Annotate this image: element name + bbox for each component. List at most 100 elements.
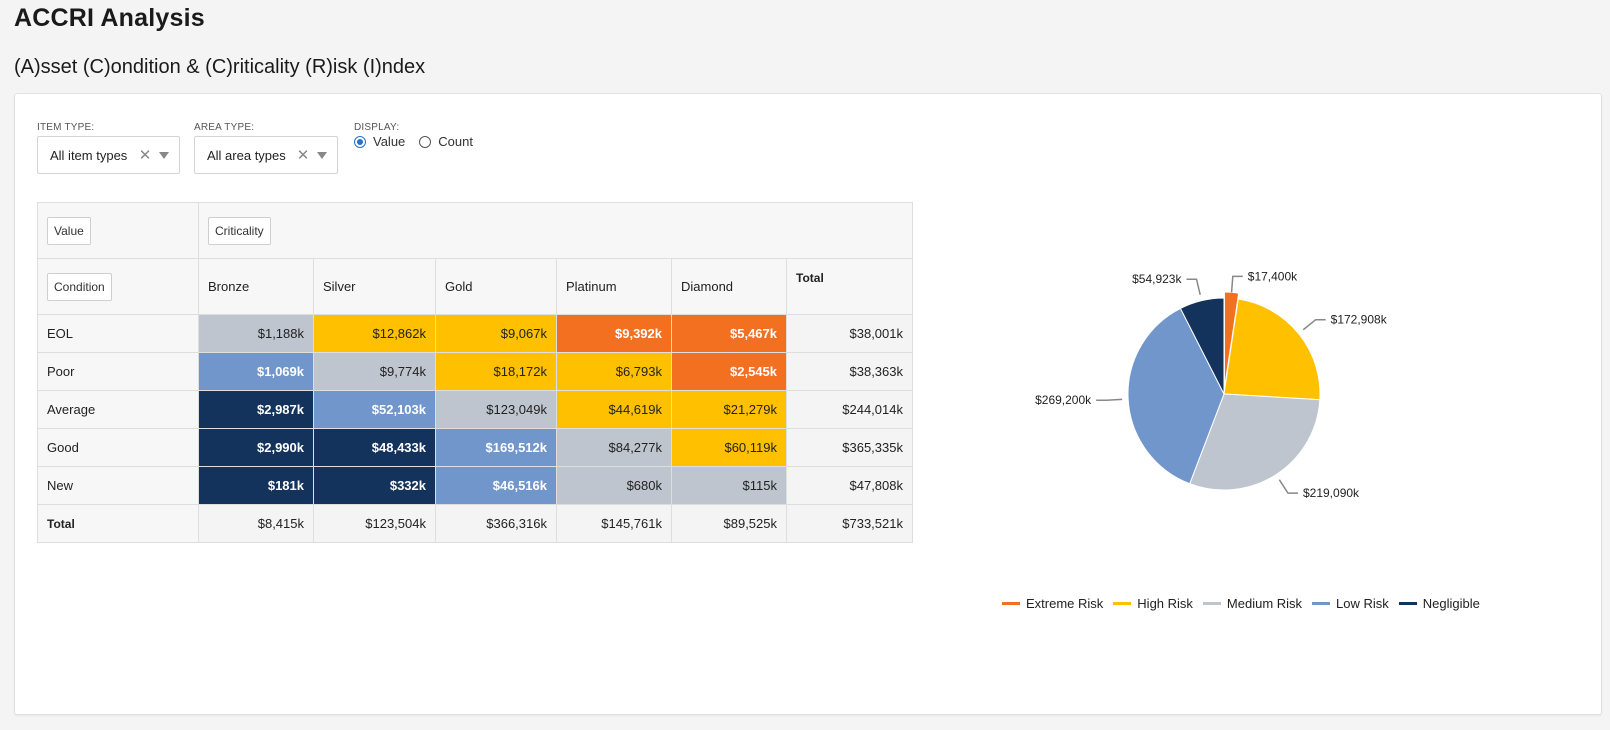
table-cell[interactable]: $5,467k	[671, 314, 787, 353]
row-total-cell: $244,014k	[786, 390, 913, 429]
pie-data-label: $172,908k	[1331, 313, 1388, 327]
measure-chip[interactable]: Value	[47, 216, 91, 245]
table-cell[interactable]: $48,433k	[313, 428, 436, 467]
page-title: ACCRI Analysis	[14, 4, 205, 32]
row-total-cell: $365,335k	[786, 428, 913, 467]
table-cell[interactable]: $46,516k	[435, 466, 557, 505]
table-cell[interactable]: $21,279k	[671, 390, 787, 429]
row-total-cell: $47,808k	[786, 466, 913, 505]
row-header: EOL	[37, 314, 199, 353]
row-header: New	[37, 466, 199, 505]
pie-slice-medium-risk[interactable]	[1189, 393, 1321, 491]
table-cell[interactable]: $9,392k	[556, 314, 672, 353]
table-cell[interactable]: $2,990k	[198, 428, 314, 467]
pivot-table: Value Criticality Condition Bronze Silve…	[37, 202, 913, 543]
pie-leader-line	[1096, 398, 1123, 401]
table-cell[interactable]: $2,545k	[671, 352, 787, 391]
totals-row: Total $8,415k $123,504k $366,316k $145,761k $…	[37, 504, 913, 543]
table-cell[interactable]: $84,277k	[556, 428, 672, 467]
pie-data-label: $54,923k	[1132, 272, 1182, 286]
condition-chip[interactable]: Condition	[47, 272, 112, 301]
row-field-cell: Condition	[37, 258, 199, 315]
legend-swatch	[1113, 602, 1132, 605]
table-row: Average $2,987k $52,103k $123,049k $44,619k $…	[37, 390, 913, 429]
col-header-silver: Silver	[313, 258, 436, 315]
column-total-cell: $123,504k	[313, 504, 436, 543]
table-cell[interactable]: $9,774k	[313, 352, 436, 391]
display-radio-group: Value Count	[354, 134, 487, 149]
col-header-gold: Gold	[435, 258, 557, 315]
row-header: Poor	[37, 352, 199, 391]
legend-item-extreme[interactable]: Extreme Risk	[1002, 596, 1103, 611]
area-type-value: All area types	[207, 147, 286, 163]
pie-leader-line	[1278, 479, 1298, 494]
table-cell[interactable]: $680k	[556, 466, 672, 505]
row-total-cell: $38,363k	[786, 352, 913, 391]
legend-label: Low Risk	[1336, 596, 1389, 611]
table-cell[interactable]: $6,793k	[556, 352, 672, 391]
grand-total-cell: $733,521k	[786, 504, 913, 543]
pie-slice-high-risk[interactable]	[1223, 298, 1321, 401]
pie-slice-low-risk[interactable]	[1127, 307, 1225, 485]
radio-count-label[interactable]: Count	[438, 134, 473, 149]
legend-label: Medium Risk	[1226, 596, 1303, 611]
row-header: Average	[37, 390, 199, 429]
pie-data-label: $17,400k	[1248, 269, 1298, 283]
legend-swatch	[1002, 602, 1020, 605]
table-cell[interactable]: $169,512k	[435, 428, 557, 467]
chevron-down-icon[interactable]	[159, 151, 169, 159]
row-total-cell: $38,001k	[786, 314, 913, 353]
col-header-bronze: Bronze	[198, 258, 314, 315]
table-cell[interactable]: $9,067k	[435, 314, 557, 353]
chart-legend: Extreme Risk High Risk Medium Risk Low R…	[1002, 596, 1490, 611]
row-header: Good	[37, 428, 199, 467]
column-total-cell: $8,415k	[198, 504, 314, 543]
table-cell[interactable]: $123,049k	[435, 390, 557, 429]
totals-row-label: Total	[37, 504, 199, 543]
radio-value-label[interactable]: Value	[373, 134, 406, 149]
column-total-cell: $145,761k	[556, 504, 672, 543]
table-cell[interactable]: $60,119k	[671, 428, 787, 467]
table-cell[interactable]: $115k	[671, 466, 787, 505]
legend-item-negligible[interactable]: Negligible	[1398, 596, 1480, 611]
item-type-label: ITEM TYPE:	[37, 122, 95, 133]
column-total-cell: $366,316k	[435, 504, 557, 543]
pie-leader-line	[1230, 275, 1243, 293]
legend-label: Negligible	[1422, 596, 1480, 611]
criticality-chip[interactable]: Criticality	[208, 216, 271, 245]
item-type-value: All item types	[50, 147, 128, 163]
table-cell[interactable]: $44,619k	[556, 390, 672, 429]
table-row: Poor $1,069k $9,774k $18,172k $6,793k $2,545k…	[37, 352, 913, 391]
legend-item-low[interactable]: Low Risk	[1312, 596, 1389, 611]
table-cell[interactable]: $12,862k	[313, 314, 436, 353]
area-type-label: AREA TYPE:	[194, 122, 255, 133]
area-type-select[interactable]: All area types ✕	[194, 136, 338, 174]
table-cell[interactable]: $181k	[198, 466, 314, 505]
chevron-down-icon[interactable]	[317, 151, 327, 159]
table-cell[interactable]: $18,172k	[435, 352, 557, 391]
legend-item-high[interactable]: High Risk	[1113, 596, 1193, 611]
pie-leader-line	[1186, 278, 1201, 295]
clear-icon[interactable]: ✕	[138, 147, 152, 164]
table-cell[interactable]: $52,103k	[313, 390, 436, 429]
table-cell[interactable]: $1,188k	[198, 314, 314, 353]
table-cell[interactable]: $332k	[313, 466, 436, 505]
risk-pie-chart: $17,400k $172,908k $219,090k $269,200k $54,9…	[930, 210, 1550, 630]
display-label: DISPLAY:	[354, 122, 400, 133]
column-total-cell: $89,525k	[671, 504, 787, 543]
col-header-diamond: Diamond	[671, 258, 787, 315]
radio-value[interactable]	[354, 135, 366, 148]
legend-swatch	[1398, 602, 1417, 605]
col-header-total: Total	[786, 258, 913, 315]
pie-svg: $17,400k $172,908k $219,090k $269,200k $54,9…	[1035, 269, 1388, 500]
item-type-select[interactable]: All item types ✕	[37, 136, 180, 174]
pie-slice-negligible[interactable]	[1179, 297, 1225, 395]
legend-item-medium[interactable]: Medium Risk	[1202, 596, 1303, 611]
clear-icon[interactable]: ✕	[296, 147, 310, 164]
radio-count[interactable]	[419, 135, 432, 148]
table-cell[interactable]: $1,069k	[198, 352, 314, 391]
pie-data-label: $219,090k	[1303, 486, 1360, 500]
table-cell[interactable]: $2,987k	[198, 390, 314, 429]
table-row: Good $2,990k $48,433k $169,512k $84,277k $60,…	[37, 428, 913, 467]
pie-data-label: $269,200k	[1035, 393, 1092, 407]
